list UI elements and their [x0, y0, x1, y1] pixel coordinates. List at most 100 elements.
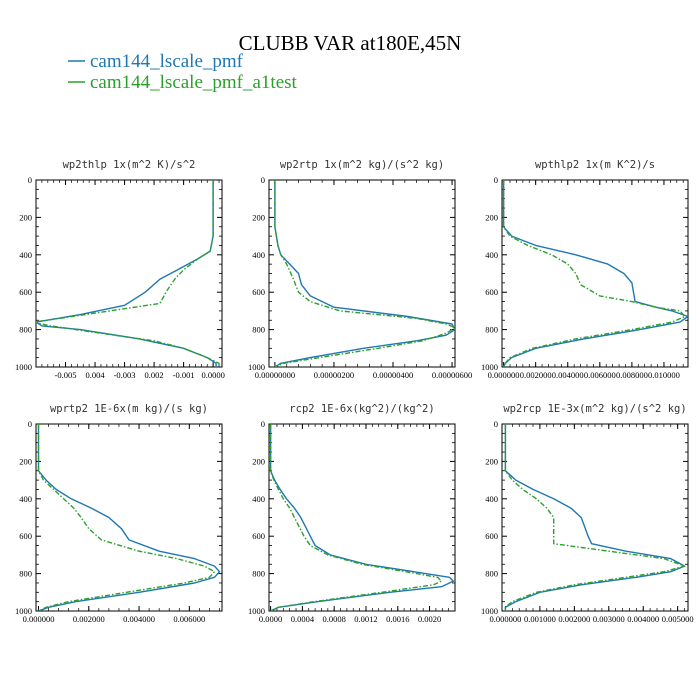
panel-1: wp2thlp 1x(m^2 K)/s^2 0 200 400 600 800 1000 -0…: [15, 159, 225, 380]
panel-title: wpthlp2 1x(m K^2)/s: [535, 159, 655, 171]
x-tick-label: -0.005: [55, 370, 77, 380]
panel-title: rcp2 1E-6x(kg^2)/(kg^2): [289, 403, 434, 415]
y-tick-label: 800: [19, 569, 32, 579]
legend-label-1: cam144_lscale_pmf: [90, 51, 244, 72]
chart-title: CLUBB VAR at180E,45N: [239, 31, 462, 55]
y-tick-label: 600: [485, 287, 498, 297]
y-tick-label: 1000: [248, 362, 265, 372]
panel-title: wprtp2 1E-6x(m kg)/(s kg): [50, 403, 208, 415]
x-tick-label: 0.0008: [322, 614, 345, 624]
series-line-2: [504, 424, 686, 611]
series-line-2: [274, 180, 455, 367]
x-tick-label: 0.002: [145, 370, 164, 380]
y-tick-label: 400: [252, 494, 265, 504]
y-tick-label: 400: [252, 250, 265, 260]
x-tick-label: 0.000000: [488, 370, 520, 380]
y-tick-label: 600: [19, 531, 32, 541]
series-line-1: [504, 424, 686, 611]
x-tick-label: 0.0012: [354, 614, 377, 624]
panel-4: wprtp2 1E-6x(m kg)/(s kg) 0 200 400 600 800 10…: [15, 403, 223, 624]
y-tick-label: 0: [28, 419, 32, 429]
x-tick-label: 0.002000: [520, 370, 552, 380]
x-tick-label: 0.004000: [552, 370, 584, 380]
y-tick-label: 800: [485, 325, 498, 335]
series-line-2: [36, 180, 220, 367]
x-tick-label: 0.005000: [662, 614, 694, 624]
panel-title: wp2rcp 1E-3x(m^2 kg)/(s^2 kg): [503, 403, 686, 415]
y-tick-label: 600: [252, 287, 265, 297]
panel-5: rcp2 1E-6x(kg^2)/(kg^2) 0 200 400 600 800 1000…: [248, 403, 456, 624]
x-tick-label: 0.006000: [173, 614, 205, 624]
x-tick-label: 0.004000: [627, 614, 659, 624]
legend-label-2: cam144_lscale_pmf_a1test: [90, 72, 298, 93]
y-tick-label: 200: [19, 456, 32, 466]
series-line-1: [37, 424, 221, 611]
y-tick-label: 200: [485, 456, 498, 466]
y-tick-label: 400: [19, 494, 32, 504]
x-tick-label: 0.0000: [201, 370, 224, 380]
plot-frame: [35, 179, 223, 368]
panel-6: wp2rcp 1E-3x(m^2 kg)/(s^2 kg) 0 200 400 600 8…: [481, 403, 694, 624]
y-tick-label: 800: [252, 569, 265, 579]
x-tick-label: 0.0004: [291, 614, 315, 624]
y-tick-label: 0: [28, 175, 32, 185]
y-tick-label: 600: [252, 531, 265, 541]
y-tick-label: 0: [494, 419, 498, 429]
y-tick-label: 600: [485, 531, 498, 541]
y-tick-label: 800: [485, 569, 498, 579]
plot-frame: [268, 423, 456, 612]
y-tick-label: 600: [19, 287, 32, 297]
y-tick-label: 200: [252, 212, 265, 222]
x-tick-label: -0.003: [114, 370, 136, 380]
y-tick-label: 1000: [248, 606, 265, 616]
y-tick-label: 0: [261, 175, 265, 185]
x-tick-label: 0.0000: [259, 614, 282, 624]
x-tick-label: 0.00000200: [314, 370, 354, 380]
y-tick-label: 1000: [15, 362, 32, 372]
x-tick-label: 0.002000: [73, 614, 105, 624]
x-tick-label: 0.006000: [584, 370, 616, 380]
legend: cam144_lscale_pmf cam144_lscale_pmf_a1te…: [68, 51, 298, 93]
y-tick-label: 400: [485, 494, 498, 504]
y-tick-label: 200: [252, 456, 265, 466]
panel-title: wp2thlp 1x(m^2 K)/s^2: [63, 159, 196, 171]
x-tick-label: 0.003000: [593, 614, 625, 624]
panel-title: wp2rtp 1x(m^2 kg)/(s^2 kg): [280, 159, 444, 171]
y-tick-label: 1000: [15, 606, 32, 616]
y-tick-label: 400: [485, 250, 498, 260]
x-tick-label: 0.001000: [524, 614, 556, 624]
y-tick-label: 200: [485, 212, 498, 222]
series-line-1: [502, 180, 688, 367]
series-line-2: [37, 424, 216, 611]
y-tick-label: 200: [19, 212, 32, 222]
y-tick-label: 1000: [481, 362, 498, 372]
x-tick-label: -0.001: [173, 370, 195, 380]
x-tick-label: 0.000000: [23, 614, 55, 624]
panel-2: wp2rtp 1x(m^2 kg)/(s^2 kg) 0 200 400 600 800 1…: [248, 159, 472, 380]
x-tick-label: 0.008000: [616, 370, 648, 380]
x-tick-label: 0.00000400: [373, 370, 413, 380]
y-tick-label: 800: [252, 325, 265, 335]
series-line-2: [269, 424, 443, 611]
y-tick-label: 0: [494, 175, 498, 185]
y-tick-label: 1000: [481, 606, 498, 616]
y-tick-label: 800: [19, 325, 32, 335]
x-tick-label: 0.0016: [386, 614, 409, 624]
x-tick-label: 0.00000600: [432, 370, 472, 380]
x-tick-label: 0.00000000: [255, 370, 295, 380]
panels: wp2thlp 1x(m^2 K)/s^2 0 200 400 600 800 1000 -0…: [15, 159, 694, 624]
x-tick-label: 0.002000: [558, 614, 590, 624]
x-tick-label: 0.000000: [490, 614, 522, 624]
x-tick-label: 0.004: [85, 370, 105, 380]
x-tick-label: 0.010000: [648, 370, 680, 380]
y-tick-label: 400: [19, 250, 32, 260]
series-line-1: [36, 180, 217, 367]
series-line-2: [502, 180, 686, 367]
panel-3: wpthlp2 1x(m K^2)/s020040060080010000.00…: [481, 159, 689, 380]
x-tick-label: 0.004000: [123, 614, 155, 624]
y-tick-label: 0: [261, 419, 265, 429]
plot-frame: [501, 179, 689, 368]
series-line-1: [269, 424, 455, 611]
x-tick-label: 0.0020: [418, 614, 441, 624]
